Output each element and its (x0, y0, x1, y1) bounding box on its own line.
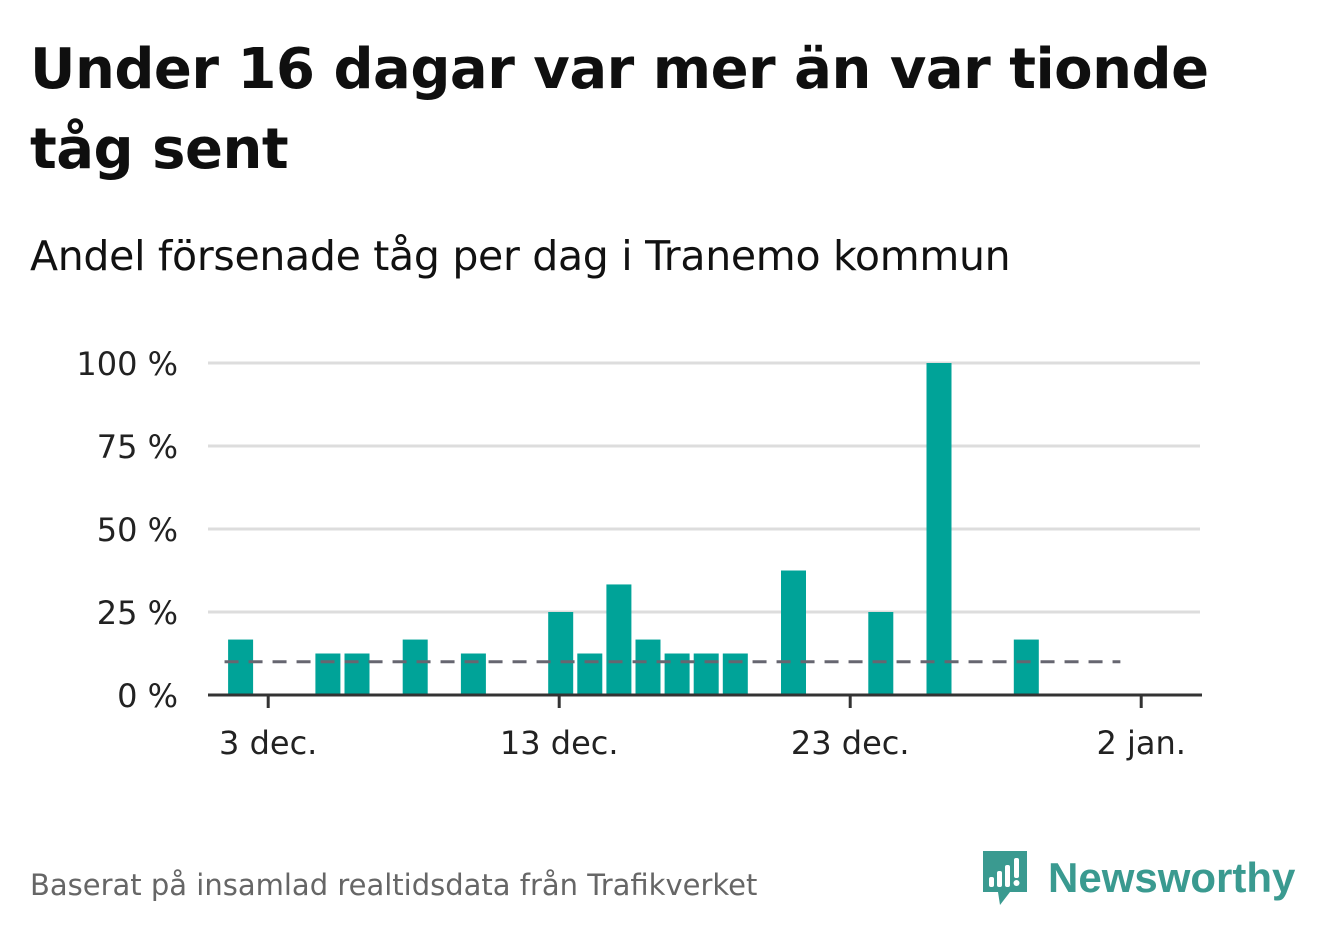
gridlines (208, 361, 1200, 614)
y-axis-ticks: 0 % 25 % 50 % 75 % 100 % (76, 345, 178, 715)
newsworthy-logo-icon (983, 851, 1027, 905)
brand-name: Newsworthy (1048, 854, 1296, 901)
x-tick-label: 3 dec. (219, 724, 317, 762)
bar-2dec (228, 639, 254, 695)
bar-19dec (722, 653, 748, 695)
bar-15dec (606, 584, 632, 695)
bar-21dec (781, 570, 806, 695)
bar-14dec (577, 653, 603, 695)
bar-13dec (548, 612, 574, 695)
bar-24dec (868, 612, 894, 695)
bar-16dec (635, 639, 661, 695)
bar-5dec (315, 653, 341, 695)
x-tick-label: 13 dec. (500, 724, 619, 762)
brand-logo: Newsworthy (980, 848, 1295, 908)
x-axis-ticks: 3 dec. 13 dec. 23 dec. 2 jan. (219, 695, 1186, 762)
page-title: Under 16 dagar var mer än var tionde tåg… (30, 37, 1209, 182)
y-tick-label: 0 % (117, 677, 178, 715)
y-tick-label: 100 % (76, 345, 178, 383)
source-note: Baserat på insamlad realtidsdata från Tr… (30, 868, 758, 902)
bar-18dec (693, 653, 719, 695)
bar-10dec (460, 653, 486, 695)
x-tick-label: 2 jan. (1096, 724, 1185, 762)
chart-subtitle: Andel försenade tåg per dag i Tranemo ko… (30, 232, 1011, 280)
x-tick-label: 23 dec. (791, 724, 910, 762)
bar-6dec (344, 653, 370, 695)
bar-series (228, 363, 1039, 695)
bar-8dec (402, 639, 428, 695)
y-tick-label: 25 % (97, 594, 178, 632)
bar-26dec (926, 363, 952, 695)
y-tick-label: 50 % (97, 511, 178, 549)
bar-17dec (664, 653, 690, 695)
bar-29dec (1013, 639, 1039, 695)
y-tick-label: 75 % (97, 428, 178, 466)
